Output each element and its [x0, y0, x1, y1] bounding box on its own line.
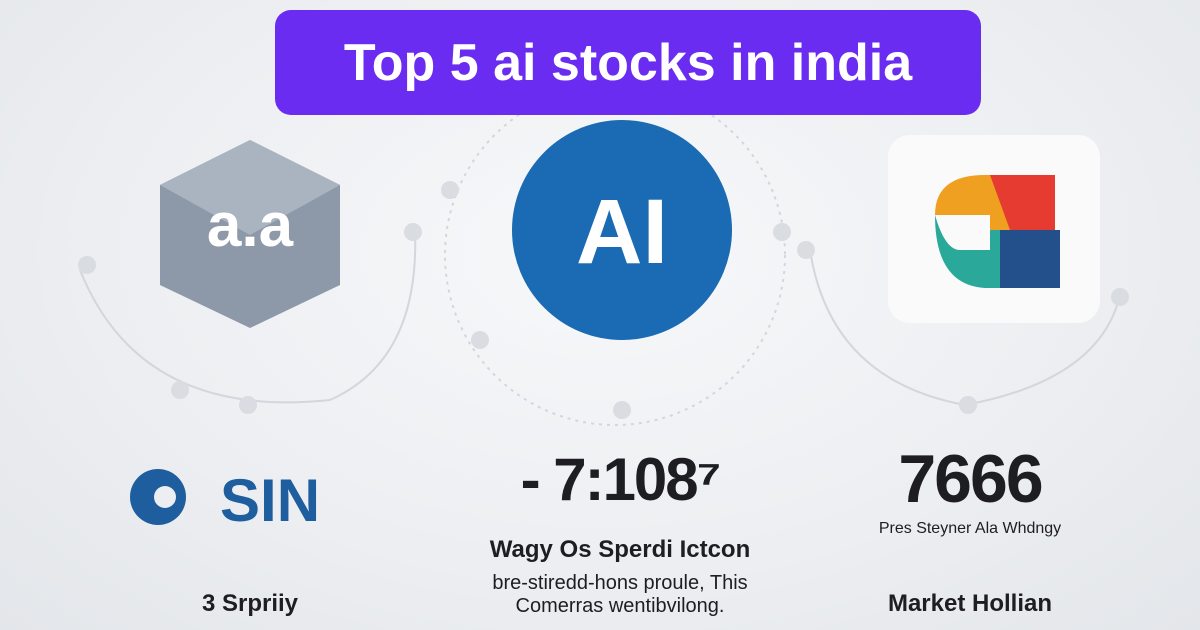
brand-name: SIN: [220, 467, 321, 534]
logo-text: AI: [576, 181, 668, 283]
logo-text: a.a: [206, 191, 294, 260]
caption: Pres Steyner Ala Whdngy: [878, 520, 1062, 537]
description-line: Comerras wentibvilong.: [515, 595, 725, 617]
description-line: bre-stiredd-hons proule, This: [492, 572, 748, 594]
title: Top 5 ai stocks in india: [275, 10, 981, 115]
logo-circle: [512, 120, 732, 340]
footer: Market Hollian: [887, 590, 1053, 617]
figure: 7666: [898, 441, 1043, 517]
figure: - 7:108⁷: [520, 446, 722, 513]
heading: Wagy Os Sperdi Ictcon: [489, 536, 751, 563]
footer: 3 Srpriiy: [201, 590, 299, 617]
description: bre-stiredd-hons proule, This Comerras w…: [420, 572, 820, 618]
